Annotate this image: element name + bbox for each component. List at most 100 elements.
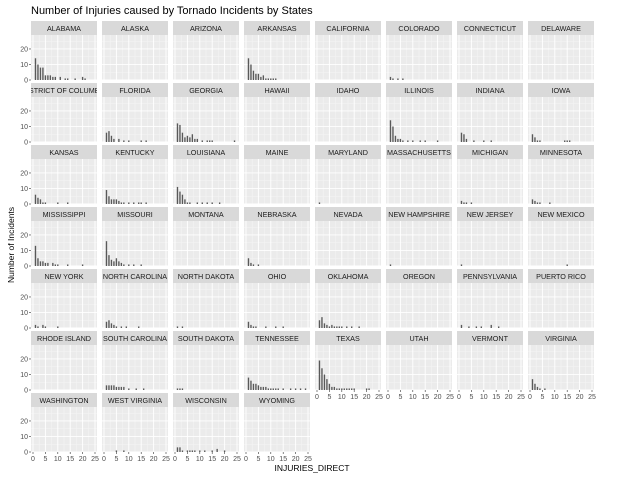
bar-alabama-9 bbox=[54, 76, 57, 80]
strip-oregon bbox=[386, 269, 452, 283]
bar-florida-8 bbox=[123, 140, 125, 142]
bar-ohio-8 bbox=[265, 326, 267, 328]
y-tick-label: 10 bbox=[20, 310, 28, 317]
bar-ohio-15 bbox=[282, 326, 284, 328]
bar-oklahoma-10 bbox=[341, 326, 343, 328]
bar-alabama-5 bbox=[44, 75, 47, 80]
facet-wyoming: WYOMING 0 5 10 15 20 25 bbox=[244, 393, 312, 463]
bar-illinois-1 bbox=[389, 120, 392, 142]
x-tick-label: 10 bbox=[338, 394, 346, 401]
facet-south-carolina: SOUTH CAROLINA bbox=[102, 331, 168, 391]
strip-label-alaska: ALASKA bbox=[121, 24, 149, 33]
strip-kansas bbox=[31, 145, 97, 159]
facet-nevada: NEVADA bbox=[315, 207, 381, 267]
bar-indiana-3 bbox=[465, 138, 468, 142]
x-tick-label: 10 bbox=[54, 456, 62, 463]
bar-texas-21 bbox=[368, 388, 370, 390]
bar-tennessee-9 bbox=[267, 388, 270, 390]
strip-label-florida: FLORIDA bbox=[119, 86, 150, 95]
strip-label-kansas: KANSAS bbox=[49, 148, 78, 157]
y-tick-label: 20 bbox=[20, 294, 28, 301]
strip-label-idaho: IDAHO bbox=[337, 86, 360, 95]
bar-illinois-6 bbox=[402, 140, 404, 142]
strip-montana bbox=[173, 207, 239, 221]
facet-connecticut: CONNECTICUT bbox=[457, 21, 523, 81]
x-tick-label: 20 bbox=[576, 394, 584, 401]
chart-title: Number of Injuries caused by Tornado Inc… bbox=[31, 5, 313, 17]
bar-tennessee-12 bbox=[275, 388, 277, 390]
bar-colorado-6 bbox=[402, 78, 404, 80]
bar-kentucky-15 bbox=[140, 202, 142, 204]
bar-kentucky-10 bbox=[128, 202, 130, 204]
facet-maine: MAINE bbox=[244, 145, 310, 205]
strip-hawaii bbox=[244, 83, 310, 97]
bar-indiana-1 bbox=[460, 132, 463, 142]
facet-arizona: ARIZONA bbox=[173, 21, 239, 81]
x-tick-label: 5 bbox=[327, 394, 331, 401]
strip-delaware bbox=[528, 21, 594, 35]
x-tick-label: 15 bbox=[421, 394, 429, 401]
bar-alabama-17 bbox=[74, 78, 76, 80]
y-tick-label: 0 bbox=[24, 326, 28, 333]
strip-rhode-island bbox=[31, 331, 97, 345]
bar-maryland-1 bbox=[318, 202, 321, 204]
bar-louisiana-13 bbox=[206, 202, 208, 204]
bar-north-carolina-5 bbox=[115, 326, 118, 328]
facet-oregon: OREGON bbox=[386, 269, 452, 329]
bar-south-carolina-8 bbox=[123, 386, 125, 390]
strip-label-massachusetts: MASSACHUSETTS bbox=[387, 148, 451, 157]
strip-florida bbox=[102, 83, 168, 97]
bar-tennessee-7 bbox=[262, 386, 265, 390]
strip-pennsylvania bbox=[457, 269, 523, 283]
strip-maine bbox=[244, 145, 310, 159]
strip-puerto-rico bbox=[528, 269, 594, 283]
bar-alabama-21 bbox=[84, 78, 86, 80]
bar-florida-1 bbox=[105, 132, 108, 142]
strip-label-district-of-columbia: DISTRICT OF COLUMBIA bbox=[22, 86, 107, 95]
bar-oklahoma-9 bbox=[338, 326, 341, 328]
bar-ohio-3 bbox=[252, 326, 255, 328]
bar-kansas-2 bbox=[37, 197, 39, 204]
strip-kentucky bbox=[102, 145, 168, 159]
strip-iowa bbox=[528, 83, 594, 97]
strip-label-minnesota: MINNESOTA bbox=[540, 148, 582, 157]
strip-label-oregon: OREGON bbox=[403, 272, 435, 281]
bar-ohio-1 bbox=[247, 321, 250, 328]
x-tick-label: 25 bbox=[91, 456, 99, 463]
bar-nebraska-3 bbox=[252, 264, 255, 266]
bar-louisiana-2 bbox=[179, 191, 181, 204]
y-tick-label: 10 bbox=[20, 124, 28, 131]
bar-tennessee-24 bbox=[304, 388, 307, 390]
strip-label-connecticut: CONNECTICUT bbox=[464, 24, 517, 33]
facet-north-dakota: NORTH DAKOTA bbox=[173, 269, 239, 329]
bar-georgia-4 bbox=[184, 137, 186, 142]
strip-label-wyoming: WYOMING bbox=[259, 396, 295, 405]
bar-arkansas-9 bbox=[267, 78, 270, 80]
facet-nebraska: NEBRASKA bbox=[244, 207, 310, 267]
bar-georgia-9 bbox=[196, 138, 199, 142]
bar-georgia-15 bbox=[211, 140, 213, 142]
bar-tennessee-13 bbox=[277, 388, 279, 390]
bar-louisiana-1 bbox=[176, 186, 179, 204]
facet-idaho: IDAHO bbox=[315, 83, 381, 143]
x-tick-label: 0 bbox=[244, 456, 248, 463]
bar-missouri-3 bbox=[110, 259, 113, 266]
strip-new-jersey bbox=[457, 207, 523, 221]
x-tick-label: 5 bbox=[114, 456, 118, 463]
bar-oklahoma-7 bbox=[333, 326, 336, 328]
bar-pennsylvania-16 bbox=[497, 326, 500, 328]
bar-oklahoma-1 bbox=[318, 320, 321, 328]
bar-tennessee-2 bbox=[250, 380, 252, 390]
facet-hawaii: HAWAII bbox=[244, 83, 310, 143]
bar-iowa-14 bbox=[564, 140, 566, 142]
facet-iowa: IOWA bbox=[528, 83, 594, 143]
x-tick-label: 20 bbox=[79, 456, 87, 463]
bar-north-carolina-7 bbox=[120, 326, 123, 328]
strip-label-new-york: NEW YORK bbox=[44, 272, 83, 281]
bar-oklahoma-5 bbox=[328, 326, 331, 328]
bar-tennessee-1 bbox=[247, 377, 250, 390]
facet-puerto-rico: PUERTO RICO bbox=[528, 269, 594, 329]
bar-virginia-6 bbox=[544, 388, 546, 390]
strip-west-virginia bbox=[102, 393, 168, 407]
bar-georgia-11 bbox=[201, 140, 203, 142]
